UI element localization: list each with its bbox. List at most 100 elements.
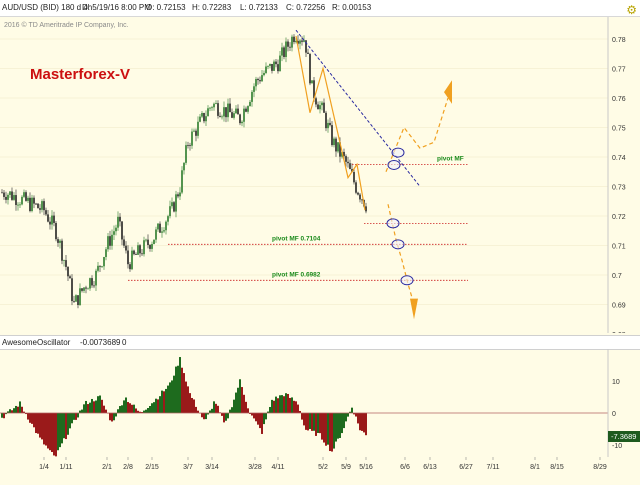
candle-body (321, 102, 323, 106)
osc-bar (271, 399, 273, 413)
osc-bar (313, 413, 315, 431)
osc-bar (265, 413, 267, 420)
time-tick-label: 8/15 (550, 464, 564, 471)
osc-bar (275, 396, 277, 413)
osc-bar (231, 407, 233, 413)
osc-bar (45, 413, 47, 446)
candle-body (41, 201, 43, 210)
time-tick-label: 1/4 (39, 464, 49, 471)
osc-bar (149, 406, 151, 413)
osc-bar (183, 373, 185, 413)
oscillator-panel[interactable]: 10 0 -10 -7.3689 (0, 349, 640, 457)
candle-body (47, 214, 49, 222)
candle-body (205, 116, 207, 122)
osc-bar (77, 413, 79, 418)
osc-bar (331, 413, 333, 452)
gear-icon[interactable]: ⚙ (626, 3, 637, 17)
candle-body (273, 61, 275, 71)
osc-bar (57, 413, 59, 451)
osc-bar (63, 413, 65, 439)
candle-body (91, 278, 93, 286)
candle-body (271, 63, 273, 71)
close-readout: C: 0.72256 (286, 3, 326, 12)
osc-bar (191, 397, 193, 413)
osc-bar (261, 413, 263, 434)
candle-body (333, 138, 335, 146)
candle-body (261, 75, 263, 82)
candle-body (287, 41, 289, 47)
indicator-name[interactable]: AwesomeOscillator (2, 338, 71, 347)
candle-body (65, 260, 67, 267)
time-tick-label: 6/27 (459, 464, 473, 471)
osc-bar (3, 413, 5, 419)
candle-body (63, 260, 65, 261)
time-tick-label: 2/8 (123, 464, 133, 471)
candle-body (77, 295, 79, 306)
time-tick-label: 6/13 (423, 464, 437, 471)
candle-body (43, 201, 45, 211)
candle-body (345, 156, 347, 162)
candle-body (235, 108, 237, 114)
osc-bar (89, 402, 91, 413)
candle-body (197, 121, 199, 136)
date-readout: D: 5/19/16 8:00 PM (82, 3, 151, 12)
candle-body (303, 40, 305, 42)
price-chart-area[interactable]: pivot MF pivot MF 0.7104 pivot MF 0.6982 0… (0, 17, 640, 339)
candle-body (115, 227, 117, 232)
high-readout: H: 0.72283 (192, 3, 232, 12)
price-tick-label: 0.73 (612, 185, 626, 192)
osc-bar (317, 413, 319, 433)
osc-bar (51, 413, 53, 453)
osc-bar (7, 411, 9, 413)
candle-body (79, 288, 81, 306)
osc-bar (289, 397, 291, 413)
osc-bar (269, 406, 271, 413)
candle-body (283, 47, 285, 57)
osc-bar (29, 413, 31, 423)
price-tick-label: 0.76 (612, 96, 626, 103)
candle-body (219, 115, 221, 117)
candle-body (7, 194, 9, 200)
candle-body (343, 151, 345, 157)
pivot-marker-circle (400, 275, 414, 286)
osc-bar (235, 392, 237, 413)
candle-body (85, 287, 87, 289)
trend-lines (295, 29, 452, 320)
osc-bar (213, 401, 215, 413)
osc-bar (125, 397, 127, 413)
osc-bar (351, 407, 353, 413)
osc-bar (277, 398, 279, 413)
symbol-label[interactable]: AUD/USD (BID) 180 d 4h (2, 3, 93, 12)
osc-bar (155, 398, 157, 413)
osc-bar (47, 413, 49, 449)
osc-bar (343, 413, 345, 429)
candle-body (131, 250, 133, 270)
osc-bar (111, 413, 113, 422)
candle-body (237, 108, 239, 115)
time-tick-label: 5/16 (359, 464, 373, 471)
candle-body (251, 91, 253, 102)
osc-bar (229, 409, 231, 413)
candle-body (81, 288, 83, 291)
osc-bar (327, 413, 329, 445)
osc-bar (251, 413, 253, 416)
candle-body (231, 112, 233, 118)
candle-body (125, 245, 127, 251)
osc-bar (279, 395, 281, 413)
osc-bar (129, 403, 131, 413)
osc-bar (75, 413, 77, 420)
candle-body (313, 80, 315, 99)
osc-bar (67, 413, 69, 435)
osc-bar (93, 401, 95, 413)
osc-bar (161, 390, 163, 413)
candle-body (73, 301, 75, 302)
candle-body (201, 113, 203, 117)
time-tick-label: 5/2 (318, 464, 328, 471)
candle-body (113, 231, 115, 235)
candle-body (71, 278, 73, 302)
candle-body (157, 223, 159, 230)
candle-body (127, 250, 129, 265)
candle-body (253, 86, 255, 92)
brand-title: Masterforex-V (30, 66, 131, 83)
candle-body (255, 78, 257, 87)
